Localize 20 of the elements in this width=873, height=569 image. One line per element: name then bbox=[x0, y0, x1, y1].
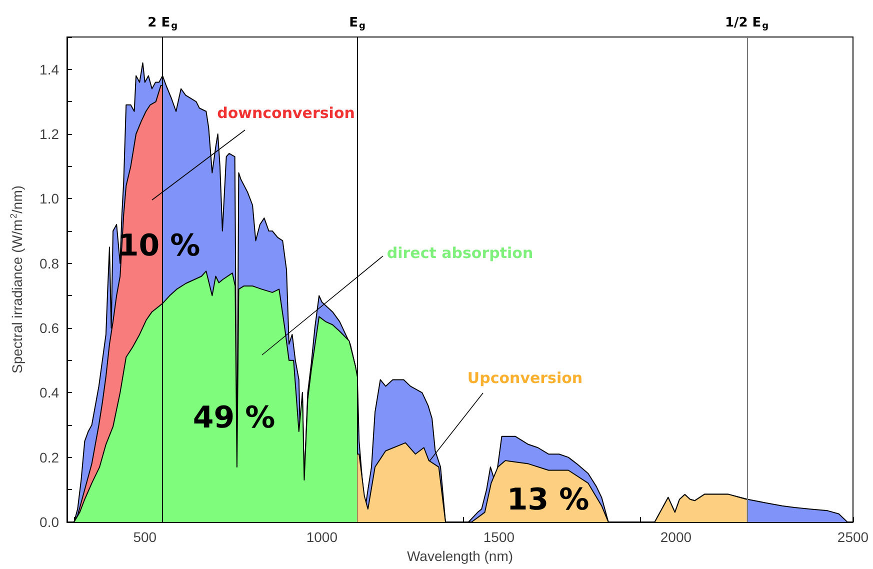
y-tick-label: 0.8 bbox=[40, 255, 60, 272]
y-tick-label: 1.2 bbox=[40, 126, 60, 142]
annotation: direct absorption bbox=[386, 244, 534, 262]
annotation: Upconversion bbox=[467, 369, 583, 387]
y-axis-title: Spectral irradiance (W/m2/nm) bbox=[8, 185, 25, 374]
x-tick-label: 500 bbox=[133, 529, 157, 545]
y-tick-label: 1.0 bbox=[40, 190, 60, 207]
annotation: 13 % bbox=[506, 482, 590, 518]
y-tick-label: 0.0 bbox=[40, 514, 60, 530]
x-tick-label: 1000 bbox=[306, 529, 338, 545]
x-tick-label: 1500 bbox=[483, 529, 515, 545]
annotation: 49 % bbox=[192, 400, 276, 436]
annotation: downconversion bbox=[217, 104, 355, 122]
x-axis-title: Wavelength (nm) bbox=[406, 548, 514, 564]
x-tick-label: 2000 bbox=[660, 529, 692, 545]
x-tick-label: 2500 bbox=[837, 529, 869, 545]
y-tick-label: 0.4 bbox=[40, 384, 60, 401]
y-tick-label: 0.2 bbox=[40, 449, 60, 466]
y-tick-label: 0.6 bbox=[40, 320, 60, 336]
y-tick-label: 1.4 bbox=[40, 61, 60, 78]
